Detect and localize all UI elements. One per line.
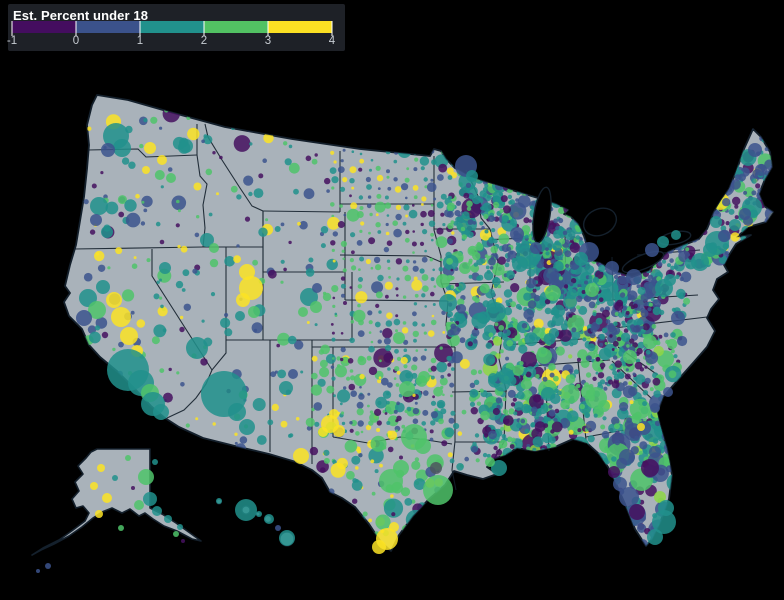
legend-tick-label: 4	[328, 35, 336, 47]
legend-tick-label: 2	[200, 35, 208, 47]
legend-tick-label: 1	[136, 35, 144, 47]
legend-segment	[268, 21, 332, 33]
legend-tick	[203, 21, 205, 36]
legend-segment	[12, 21, 76, 33]
legend-tick	[139, 21, 141, 36]
legend: Est. Percent under 18 -1 0 1 2 3 4	[6, 4, 345, 51]
legend-segment	[76, 21, 140, 33]
metro-dots	[76, 123, 767, 554]
legend-tick-label: 3	[264, 35, 272, 47]
legend-tick-label: 0	[72, 35, 80, 47]
legend-colorbar	[12, 21, 332, 33]
legend-tick	[75, 21, 77, 36]
legend-tick-label: -1	[6, 35, 18, 47]
alaska-hawaii-dots	[36, 455, 295, 573]
legend-tick	[331, 21, 333, 36]
legend-segment	[204, 21, 268, 33]
alaska-inset	[31, 448, 202, 556]
legend-tick	[267, 21, 269, 36]
legend-segment	[140, 21, 204, 33]
legend-title: Est. Percent under 18	[13, 8, 149, 23]
legend-tick	[11, 21, 13, 36]
